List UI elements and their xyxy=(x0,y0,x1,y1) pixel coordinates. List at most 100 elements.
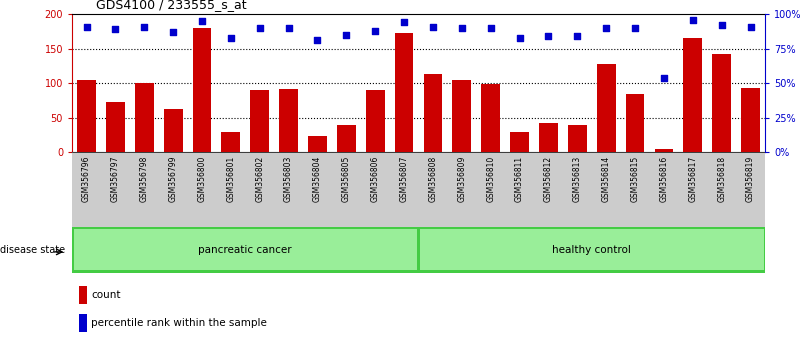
Point xyxy=(513,35,526,40)
Point xyxy=(109,27,122,32)
Bar xyxy=(563,152,592,227)
Bar xyxy=(712,53,731,152)
Text: GSM356811: GSM356811 xyxy=(515,156,524,202)
Bar xyxy=(245,152,274,227)
Bar xyxy=(74,229,417,270)
Bar xyxy=(650,152,678,227)
Text: GSM356815: GSM356815 xyxy=(630,156,639,202)
Text: GSM356817: GSM356817 xyxy=(688,156,698,202)
Bar xyxy=(477,152,505,227)
Point xyxy=(686,17,699,23)
Text: pancreatic cancer: pancreatic cancer xyxy=(199,245,292,255)
Point xyxy=(167,29,179,35)
Point xyxy=(629,25,642,31)
Bar xyxy=(366,90,384,152)
Bar xyxy=(453,80,471,152)
Bar xyxy=(332,152,360,227)
Text: GSM356800: GSM356800 xyxy=(198,156,207,202)
Bar xyxy=(424,74,442,152)
Bar xyxy=(280,90,298,152)
Bar xyxy=(678,152,707,227)
Text: GSM356804: GSM356804 xyxy=(313,156,322,202)
Bar xyxy=(79,314,87,332)
Point xyxy=(600,25,613,31)
Bar xyxy=(505,152,534,227)
Text: GSM356802: GSM356802 xyxy=(256,156,264,202)
Text: GSM356797: GSM356797 xyxy=(111,156,120,202)
Text: GSM356819: GSM356819 xyxy=(746,156,755,202)
Point xyxy=(311,38,324,43)
Bar xyxy=(621,152,650,227)
Bar xyxy=(481,84,500,152)
Bar xyxy=(159,152,187,227)
Bar xyxy=(308,136,327,152)
Bar xyxy=(192,28,211,152)
Bar xyxy=(707,152,736,227)
Point xyxy=(138,24,151,29)
Text: GSM356813: GSM356813 xyxy=(573,156,582,202)
Point xyxy=(80,24,93,29)
Bar xyxy=(163,109,183,152)
Text: count: count xyxy=(91,290,121,300)
Text: GSM356810: GSM356810 xyxy=(486,156,495,202)
Bar xyxy=(592,152,621,227)
Bar xyxy=(130,152,159,227)
Text: GSM356806: GSM356806 xyxy=(371,156,380,202)
Point xyxy=(253,25,266,31)
Bar xyxy=(222,132,240,152)
Bar xyxy=(101,152,130,227)
Bar xyxy=(736,152,765,227)
Bar xyxy=(360,152,389,227)
Bar xyxy=(568,125,586,152)
Text: percentile rank within the sample: percentile rank within the sample xyxy=(91,318,268,328)
Bar xyxy=(510,132,529,152)
Bar xyxy=(72,152,101,227)
Text: GSM356803: GSM356803 xyxy=(284,156,293,202)
Text: GSM356807: GSM356807 xyxy=(400,156,409,202)
Point xyxy=(542,33,555,39)
Text: GSM356805: GSM356805 xyxy=(342,156,351,202)
Text: GSM356818: GSM356818 xyxy=(717,156,727,202)
Point xyxy=(224,35,237,40)
Bar xyxy=(418,152,448,227)
Bar xyxy=(448,152,477,227)
Point xyxy=(340,32,352,38)
Bar xyxy=(106,102,125,152)
Point xyxy=(658,75,670,80)
Bar xyxy=(597,64,615,152)
Bar xyxy=(626,93,645,152)
Point xyxy=(368,28,381,34)
Bar xyxy=(534,152,563,227)
Text: GSM356796: GSM356796 xyxy=(82,156,91,202)
Bar xyxy=(654,149,674,152)
Bar xyxy=(187,152,216,227)
Text: GSM356814: GSM356814 xyxy=(602,156,610,202)
Text: healthy control: healthy control xyxy=(553,245,631,255)
Point xyxy=(397,19,410,25)
Point xyxy=(282,25,295,31)
Bar xyxy=(683,38,702,152)
Bar xyxy=(539,123,557,152)
Point xyxy=(571,33,584,39)
Bar xyxy=(135,83,154,152)
Bar xyxy=(395,33,413,152)
Point xyxy=(456,25,469,31)
Point xyxy=(427,24,440,29)
Bar xyxy=(337,125,356,152)
Text: GSM356808: GSM356808 xyxy=(429,156,437,202)
Point xyxy=(485,25,497,31)
Point xyxy=(195,18,208,24)
Bar xyxy=(251,90,269,152)
Text: GSM356816: GSM356816 xyxy=(659,156,668,202)
Bar xyxy=(741,88,760,152)
Text: GSM356809: GSM356809 xyxy=(457,156,466,202)
Point xyxy=(715,22,728,28)
Text: GSM356812: GSM356812 xyxy=(544,156,553,202)
Text: disease state: disease state xyxy=(0,245,65,255)
Bar xyxy=(79,286,87,304)
Bar xyxy=(420,229,763,270)
Bar xyxy=(389,152,418,227)
Point xyxy=(744,24,757,29)
Bar xyxy=(303,152,332,227)
Text: GDS4100 / 233555_s_at: GDS4100 / 233555_s_at xyxy=(96,0,247,11)
